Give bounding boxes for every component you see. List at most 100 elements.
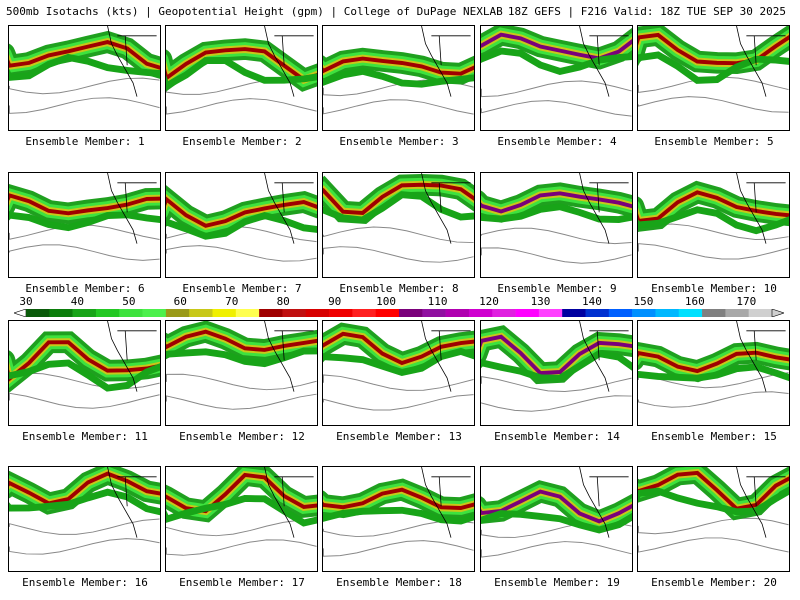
colorbar-swatch xyxy=(142,309,167,317)
height-contour xyxy=(166,245,317,262)
coastline xyxy=(107,26,157,97)
isotach-band xyxy=(166,212,317,240)
ensemble-member-label: Ensemble Member: 20 xyxy=(651,576,777,589)
isotach-band xyxy=(323,67,474,88)
colorbar-swatch xyxy=(212,309,237,317)
ensemble-member-map xyxy=(165,172,318,278)
isotach-band xyxy=(638,206,789,235)
coastline xyxy=(579,26,629,97)
isotach-band xyxy=(638,51,789,84)
map-plot xyxy=(166,321,317,410)
map-plot xyxy=(166,26,317,115)
colorbar-arrow-left xyxy=(14,309,27,317)
colorbar-swatch xyxy=(95,309,120,317)
colorbar xyxy=(14,309,784,317)
ensemble-member-label: Ensemble Member: 5 xyxy=(654,135,774,148)
colorbar-swatch xyxy=(235,309,260,317)
ensemble-member-map xyxy=(480,172,633,278)
colorbar-tick-label: 140 xyxy=(581,295,602,308)
height-contour xyxy=(166,539,317,556)
map-plot xyxy=(638,321,789,408)
height-contour xyxy=(323,394,474,411)
coastline xyxy=(421,26,471,97)
isotach-band xyxy=(481,203,632,223)
colorbar-swatch xyxy=(655,309,680,317)
ensemble-member-map xyxy=(8,320,161,426)
height-contour xyxy=(481,227,632,245)
isotach-band xyxy=(323,191,474,224)
isotach-band xyxy=(638,190,789,224)
ensemble-member-map xyxy=(8,172,161,278)
coastline xyxy=(264,467,314,538)
ensemble-member-label: Ensemble Member: 14 xyxy=(494,430,620,443)
map-plot xyxy=(9,467,160,555)
height-contour xyxy=(166,373,317,391)
height-contour xyxy=(9,392,160,409)
height-contour xyxy=(638,96,789,113)
ensemble-member-label: Ensemble Member: 10 xyxy=(651,282,777,295)
map-plot xyxy=(9,26,160,114)
isotach-band xyxy=(481,334,632,376)
colorbar-tick-label: 150 xyxy=(633,295,654,308)
ensemble-member-map xyxy=(322,25,475,131)
ensemble-member-map xyxy=(8,25,161,131)
ensemble-member-label: Ensemble Member: 4 xyxy=(497,135,617,148)
height-contour xyxy=(481,395,632,412)
map-plot xyxy=(323,26,474,115)
isotach-band xyxy=(323,331,474,366)
isotach-band xyxy=(166,47,317,82)
colorbar-swatch xyxy=(165,309,190,317)
colorbar-swatch xyxy=(352,309,376,317)
ensemble-member-label: Ensemble Member: 16 xyxy=(22,576,148,589)
colorbar-arrow-right xyxy=(771,309,784,317)
coastline xyxy=(736,173,786,244)
colorbar-swatch xyxy=(725,309,749,317)
height-contour xyxy=(638,243,789,260)
map-plot xyxy=(481,467,632,558)
colorbar-tick-label: 60 xyxy=(173,295,187,308)
ensemble-member-map xyxy=(480,320,633,426)
isotach-band xyxy=(481,191,632,214)
colorbar-tick-label: 90 xyxy=(328,295,342,308)
colorbar-tick-label: 170 xyxy=(736,295,757,308)
isotach-band xyxy=(481,489,632,524)
colorbar-tick-label: 100 xyxy=(376,295,397,308)
colorbar-swatch xyxy=(329,309,353,317)
ensemble-member-label: Ensemble Member: 3 xyxy=(339,135,459,148)
isotach-band xyxy=(323,347,474,376)
height-contour xyxy=(323,226,474,244)
ensemble-member-map xyxy=(637,466,790,572)
ensemble-member-map xyxy=(322,320,475,426)
coastline xyxy=(421,467,471,538)
ensemble-member-label: Ensemble Member: 1 xyxy=(25,135,145,148)
isotach-band xyxy=(638,350,789,374)
height-contour xyxy=(323,374,474,391)
map-plot xyxy=(323,173,474,263)
coastline xyxy=(736,26,786,97)
height-contour xyxy=(638,391,789,408)
coastline xyxy=(264,173,314,244)
colorbar-tick-label: 30 xyxy=(19,295,33,308)
colorbar-swatch xyxy=(562,309,586,317)
ensemble-member-map xyxy=(637,320,790,426)
height-contour xyxy=(9,224,160,241)
height-contour xyxy=(9,538,160,555)
coastline xyxy=(264,321,314,392)
coastline xyxy=(736,321,786,392)
coastline xyxy=(579,321,629,392)
isotach-band xyxy=(638,487,789,516)
isotach-band xyxy=(166,196,317,228)
colorbar-swatch xyxy=(259,309,283,317)
coastline xyxy=(107,467,157,538)
colorbar-swatch xyxy=(282,309,307,317)
header-title: 500mb Isotachs (kts) | Geopotential Heig… xyxy=(6,5,503,18)
ensemble-member-map xyxy=(165,466,318,572)
height-contour xyxy=(481,541,632,558)
isotach-band xyxy=(323,487,474,510)
ensemble-member-map xyxy=(637,25,790,131)
height-contour xyxy=(166,98,317,115)
isotach-band xyxy=(481,350,632,382)
colorbar-swatch xyxy=(422,309,446,317)
ensemble-member-label: Ensemble Member: 8 xyxy=(339,282,459,295)
colorbar-swatch xyxy=(492,309,516,317)
